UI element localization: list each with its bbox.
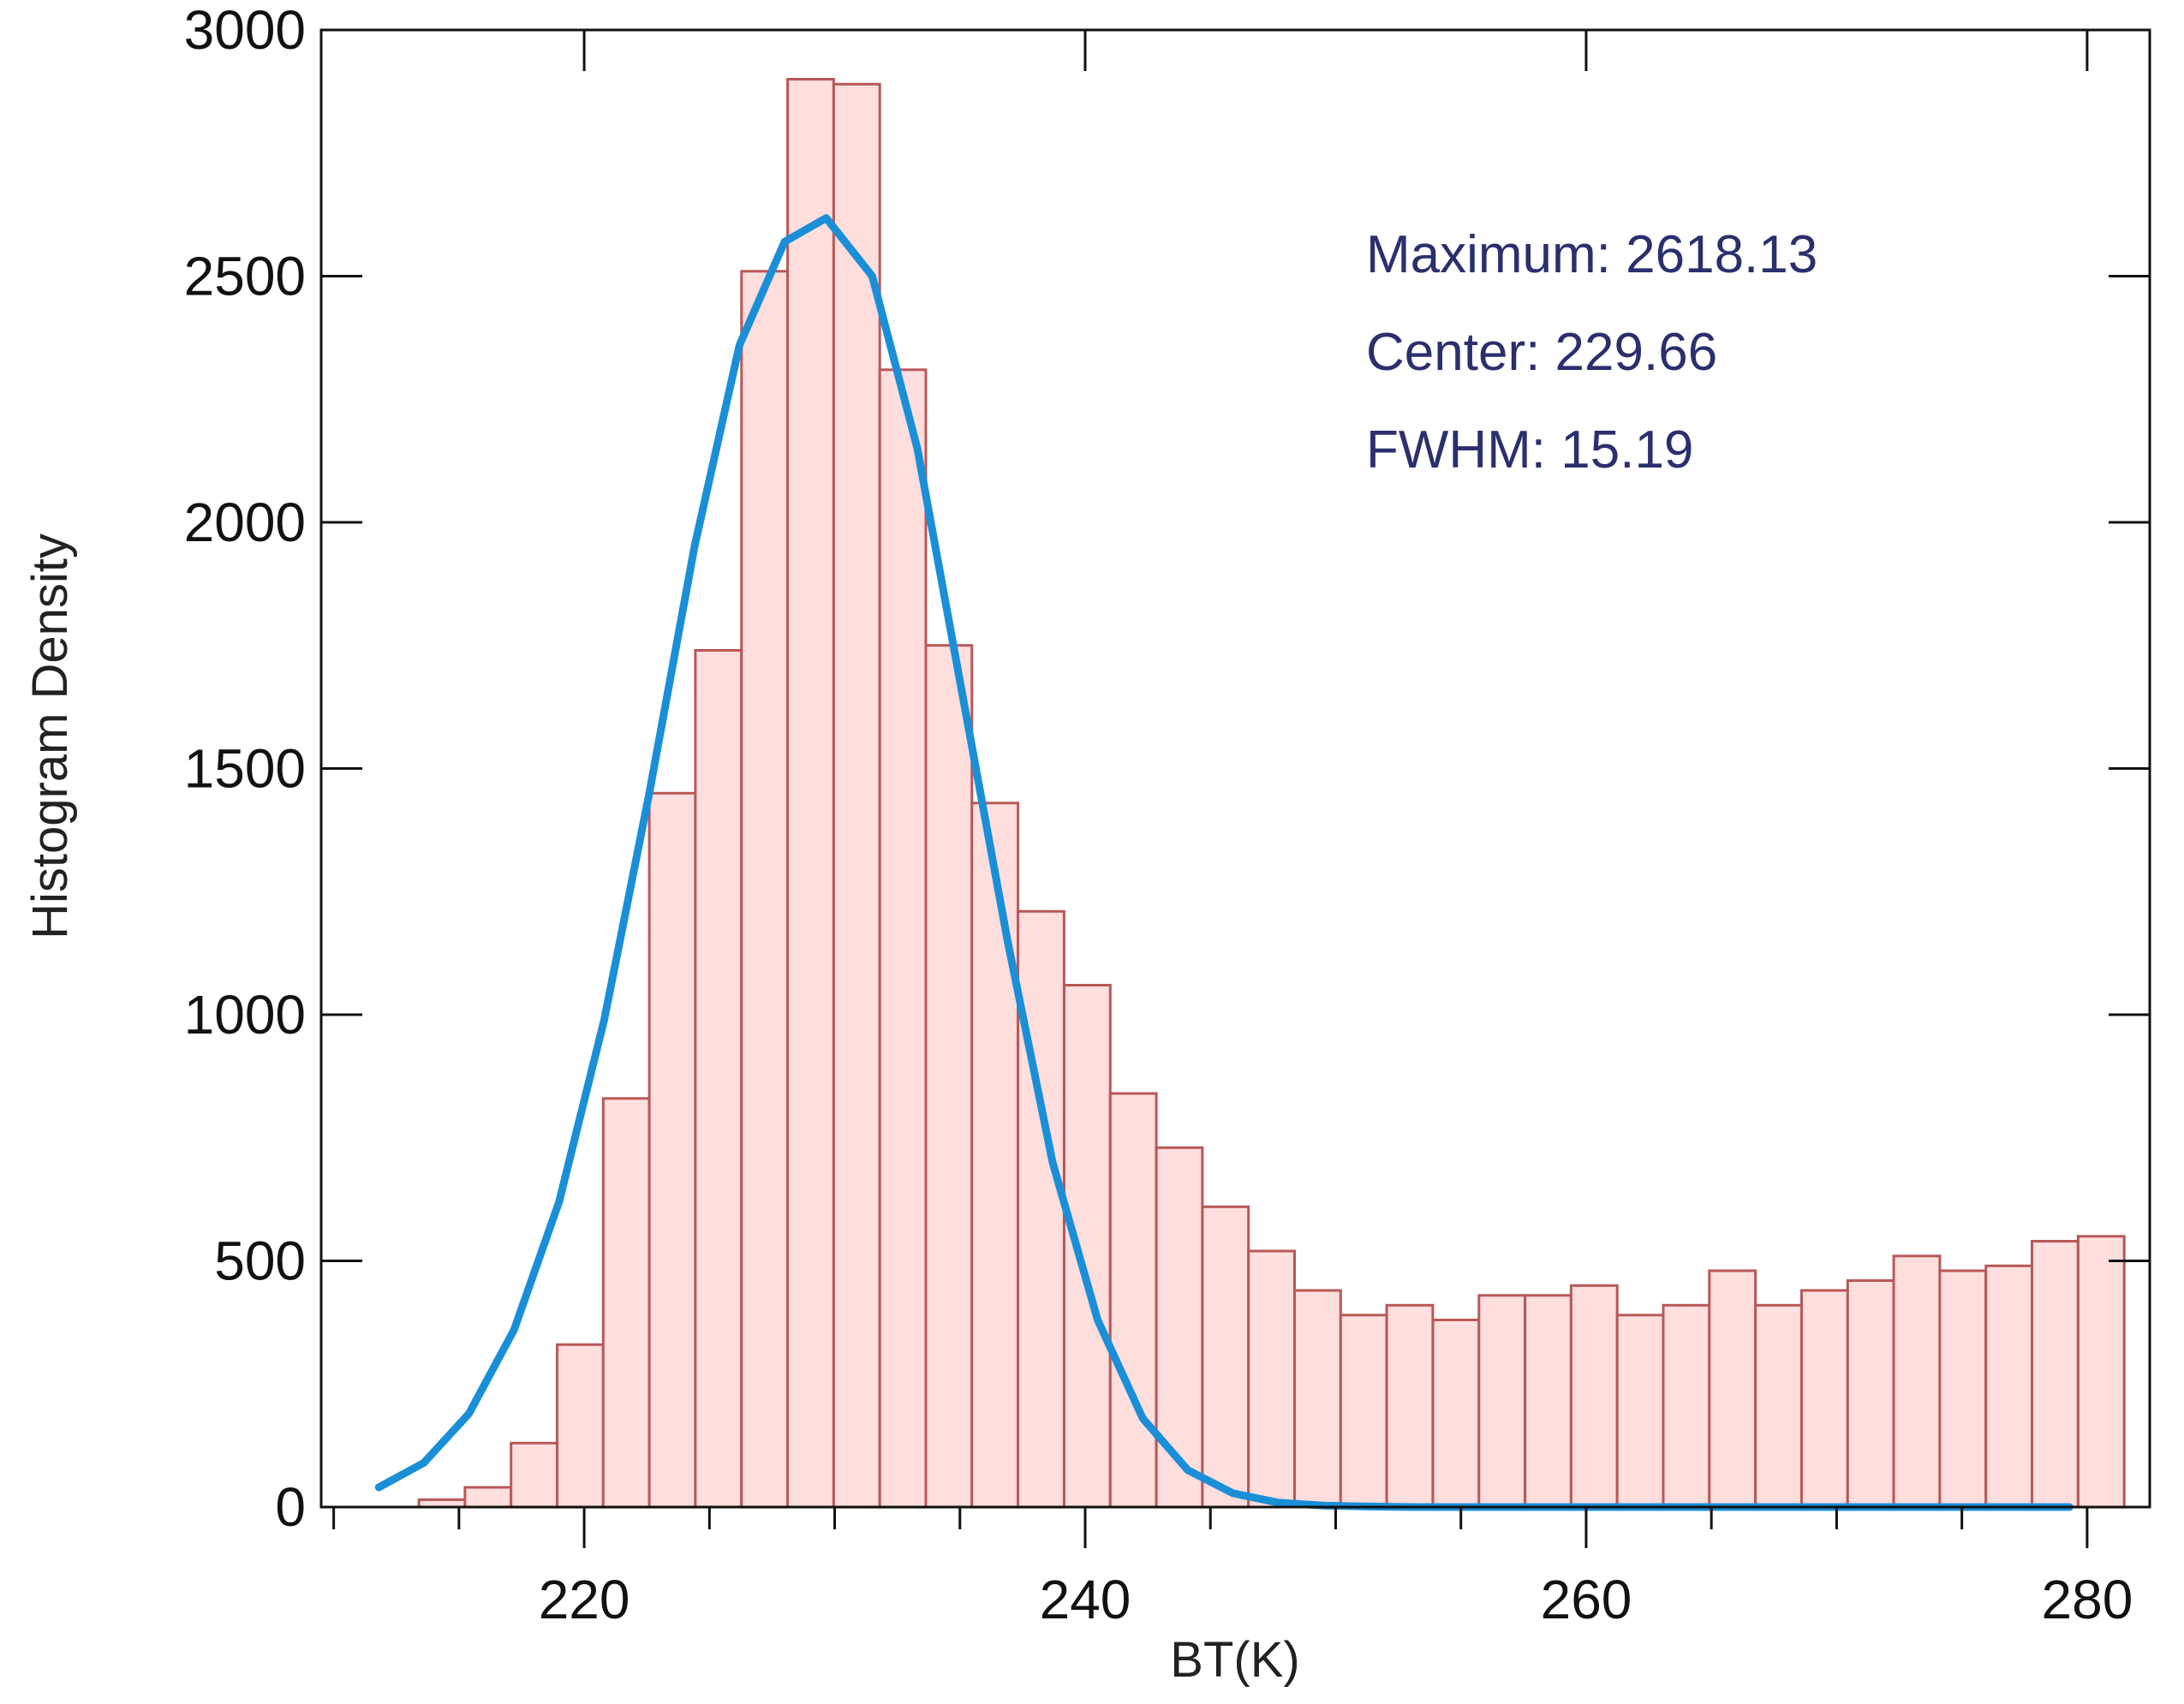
histogram-bar xyxy=(1431,1319,1481,1509)
histogram-bar xyxy=(694,649,743,1509)
stat-fwhm: FWHM: 15.19 xyxy=(1366,420,1693,480)
y-tick-label: 0 xyxy=(275,1476,306,1538)
histogram-bar xyxy=(1339,1314,1388,1509)
histogram-bar xyxy=(1662,1303,1711,1509)
histogram-bar xyxy=(1201,1205,1250,1509)
histogram-bar xyxy=(1938,1269,1988,1509)
histogram-bar xyxy=(1017,909,1065,1509)
histogram-bar xyxy=(1293,1289,1342,1509)
histogram-bars xyxy=(417,78,2126,1509)
y-tick-label: 1500 xyxy=(184,738,306,800)
histogram-bar xyxy=(1247,1249,1296,1509)
histogram-bar xyxy=(1708,1269,1757,1509)
histogram-bar xyxy=(924,644,974,1509)
y-tick-label: 500 xyxy=(214,1230,306,1292)
histogram-bar xyxy=(1569,1284,1619,1509)
histogram-bar xyxy=(1754,1303,1803,1509)
x-tick-label: 240 xyxy=(1040,1569,1131,1630)
histogram-bar xyxy=(647,791,697,1509)
histogram-bar xyxy=(878,368,928,1509)
x-tick-label: 220 xyxy=(539,1569,630,1630)
histogram-bar xyxy=(1846,1279,1895,1509)
histogram-bar xyxy=(556,1343,605,1509)
histogram-bar xyxy=(1108,1092,1158,1509)
histogram-bar xyxy=(463,1486,513,1509)
y-tick-label: 1000 xyxy=(184,984,306,1046)
histogram-bar xyxy=(1984,1264,2033,1509)
histogram-bar xyxy=(740,270,790,1509)
histogram-bar xyxy=(786,78,835,1509)
histogram-bar xyxy=(832,82,881,1509)
histogram-bar xyxy=(1063,984,1112,1509)
x-axis-tick-labels: 220 240 260 280 xyxy=(539,1569,2133,1630)
histogram-bar xyxy=(1385,1303,1435,1509)
histogram-bar xyxy=(1800,1289,1849,1509)
y-tick-label: 2500 xyxy=(184,246,306,307)
x-tick-label: 280 xyxy=(2042,1569,2133,1630)
axis-ticks xyxy=(321,28,2150,1548)
stat-maximum: Maximum: 2618.13 xyxy=(1366,225,1817,284)
y-tick-label: 2000 xyxy=(184,492,306,553)
histogram-bar xyxy=(1615,1314,1665,1509)
fit-statistics: Maximum: 2618.13 Center: 229.66 FWHM: 15… xyxy=(1366,225,1817,480)
histogram-bar xyxy=(1477,1294,1527,1509)
histogram-bar xyxy=(2031,1240,2080,1509)
histogram-bar xyxy=(2076,1235,2126,1509)
histogram-bar xyxy=(1524,1294,1572,1509)
x-axis-label: BT(K) xyxy=(1170,1632,1299,1688)
y-axis-tick-labels: 0 500 1000 1500 2000 2500 3000 xyxy=(184,0,306,1538)
histogram-bar xyxy=(510,1441,559,1509)
histogram-bar xyxy=(970,801,1020,1509)
x-tick-label: 260 xyxy=(1541,1569,1632,1630)
histogram-bar xyxy=(601,1097,651,1509)
y-axis-label: Histogram Density xyxy=(22,533,78,939)
histogram-bar xyxy=(1892,1254,1942,1509)
y-tick-label: 3000 xyxy=(184,0,306,61)
stat-center: Center: 229.66 xyxy=(1366,323,1717,382)
histogram-bar xyxy=(1155,1146,1204,1509)
